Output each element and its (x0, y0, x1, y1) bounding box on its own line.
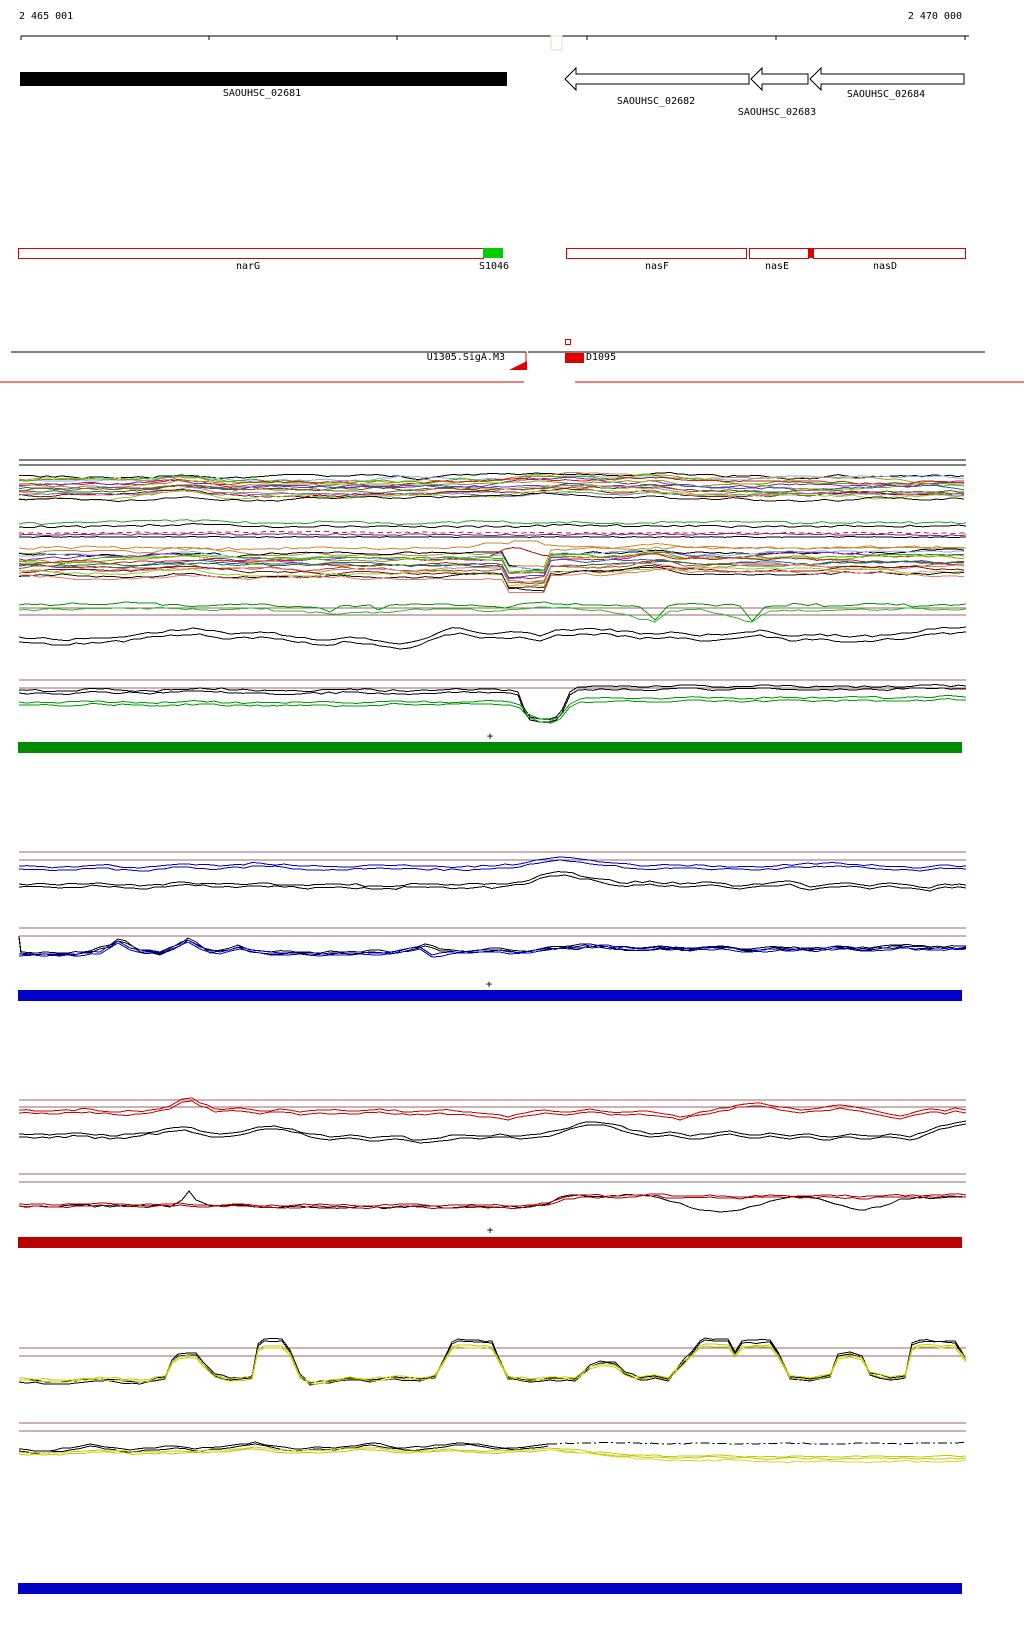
track-series-g4-black-2a-twin (18, 1443, 549, 1454)
red-strain-bar[interactable] (18, 1237, 962, 1248)
sig-site-triangle[interactable] (509, 361, 527, 370)
track-series-g2-blue-top (18, 856, 967, 869)
track-series-g1-green-a (18, 519, 967, 526)
track-series-g1-black-a (18, 523, 967, 529)
noise-band-0-line (18, 471, 965, 480)
track-series-g3-black-low (18, 1190, 967, 1213)
track-series-g1-red-dash (18, 530, 967, 535)
noise-band-0-line (18, 475, 965, 482)
gene-label-SAOUHSC_02683: SAOUHSC_02683 (737, 107, 817, 118)
bottom-blue-bar[interactable] (18, 1583, 962, 1594)
track-series-g4-black-1 (18, 1337, 967, 1384)
cds-label-nasE: nasE (764, 261, 790, 272)
gene-label-SAOUHSC_02682: SAOUHSC_02682 (616, 96, 696, 107)
d1095-marker-square (565, 339, 571, 345)
noise-band-1-line (18, 549, 964, 571)
track-series-g4-black-2a (18, 1441, 549, 1452)
cds-divider (809, 248, 813, 258)
cds-box-S1046[interactable] (483, 248, 503, 258)
track-series-g4-yellow-2a (18, 1446, 967, 1458)
track-series-g1-black-f (18, 684, 967, 720)
track-series-g2-blue-low-twin (18, 941, 967, 958)
cds-box-nasD[interactable] (813, 248, 966, 259)
track-series-g1-crimson-arch (489, 547, 551, 557)
noise-band-1-line (18, 558, 965, 579)
track-plus-mark[interactable]: + (486, 729, 494, 743)
track-series-g1-green-f (18, 694, 967, 721)
noise-band-0-line (18, 474, 965, 485)
gene-arrow-SAOUHSC_02684[interactable] (809, 66, 965, 92)
track-series-g2-black-top-twin (18, 874, 967, 892)
track-series-g4-yellow-1 (18, 1343, 967, 1383)
track-series-g3-red (18, 1097, 967, 1118)
track-plus-mark[interactable]: + (486, 1223, 494, 1237)
track-series-g3-darkred-low-twin (18, 1195, 967, 1210)
noise-band-1-line (18, 562, 965, 583)
gene-label-SAOUHSC_02681: SAOUHSC_02681 (222, 88, 302, 99)
noise-band-0-line (18, 487, 965, 498)
track-series-g4-yellow-1-twin (18, 1345, 967, 1385)
d1095-label: D1095 (586, 352, 617, 363)
noise-band-0-line (18, 489, 965, 501)
ruler-end-label: 2 470 000 (907, 11, 962, 22)
track-series-g3-darkred-low (18, 1193, 967, 1207)
noise-band-0-line (18, 492, 965, 503)
noise-band-1-line (18, 566, 965, 592)
blue-strain-bar[interactable] (18, 990, 962, 1001)
noise-band-1-line (18, 558, 965, 585)
track-series-g1-orange (18, 540, 967, 551)
track-series-g1-green-d1 (18, 601, 967, 622)
track-series-g1-purple (18, 532, 967, 537)
track-series-g4-yellow-2b (547, 1449, 967, 1464)
track-series-g2-black-top (18, 871, 967, 889)
cds-box-nasF[interactable] (566, 248, 747, 259)
cds-label-narG: narG (235, 261, 261, 272)
gene-arrow-SAOUHSC_02683[interactable] (750, 66, 809, 92)
noise-band-0-line (18, 476, 965, 487)
track-series-g1-black-e (18, 626, 967, 645)
track-series-g1-black-flat (18, 536, 967, 538)
track-series-g1-black-e-twin (18, 631, 967, 650)
green-strain-bar[interactable] (18, 742, 962, 753)
sig-label: U1305.SigA.M3 (426, 352, 505, 363)
track-plus-mark[interactable]: + (485, 977, 493, 991)
ruler-cursor-marker (550, 35, 563, 51)
cds-label-nasD: nasD (872, 261, 898, 272)
cds-label-S1046: S1046 (478, 261, 510, 272)
cds-label-nasF: nasF (644, 261, 670, 272)
gene-label-SAOUHSC_02684: SAOUHSC_02684 (846, 89, 926, 100)
d1095-box[interactable] (565, 353, 584, 363)
track-series-g3-black (18, 1120, 967, 1141)
track-series-g1-green-d2 (18, 606, 967, 623)
track-series-g3-black-twin (18, 1123, 967, 1144)
noise-band-0-line (18, 479, 965, 490)
track-series-g2-blue-low (18, 939, 967, 956)
cds-box-narG[interactable] (18, 248, 484, 259)
noise-band-1-line (18, 568, 965, 593)
track-series-g4-black-2b (547, 1441, 967, 1445)
noise-band-1-line (18, 567, 965, 588)
ruler-start-label: 2 465 001 (19, 11, 74, 22)
track-series-g3-red-twin (18, 1100, 967, 1121)
gene-box-SAOUHSC_02681[interactable] (20, 72, 507, 86)
track-series-g2-blue-top-twin (18, 859, 967, 872)
track-series-g1-black-f-twin (18, 687, 967, 723)
noise-band-1-line (18, 560, 965, 583)
cds-box-nasE[interactable] (749, 248, 809, 259)
gene-arrow-SAOUHSC_02682[interactable] (564, 66, 750, 92)
noise-band-1-line (18, 548, 965, 571)
track-series-g1-green-f-twin (18, 698, 967, 724)
track-series-g4-yellow-2a-twin (18, 1448, 967, 1460)
